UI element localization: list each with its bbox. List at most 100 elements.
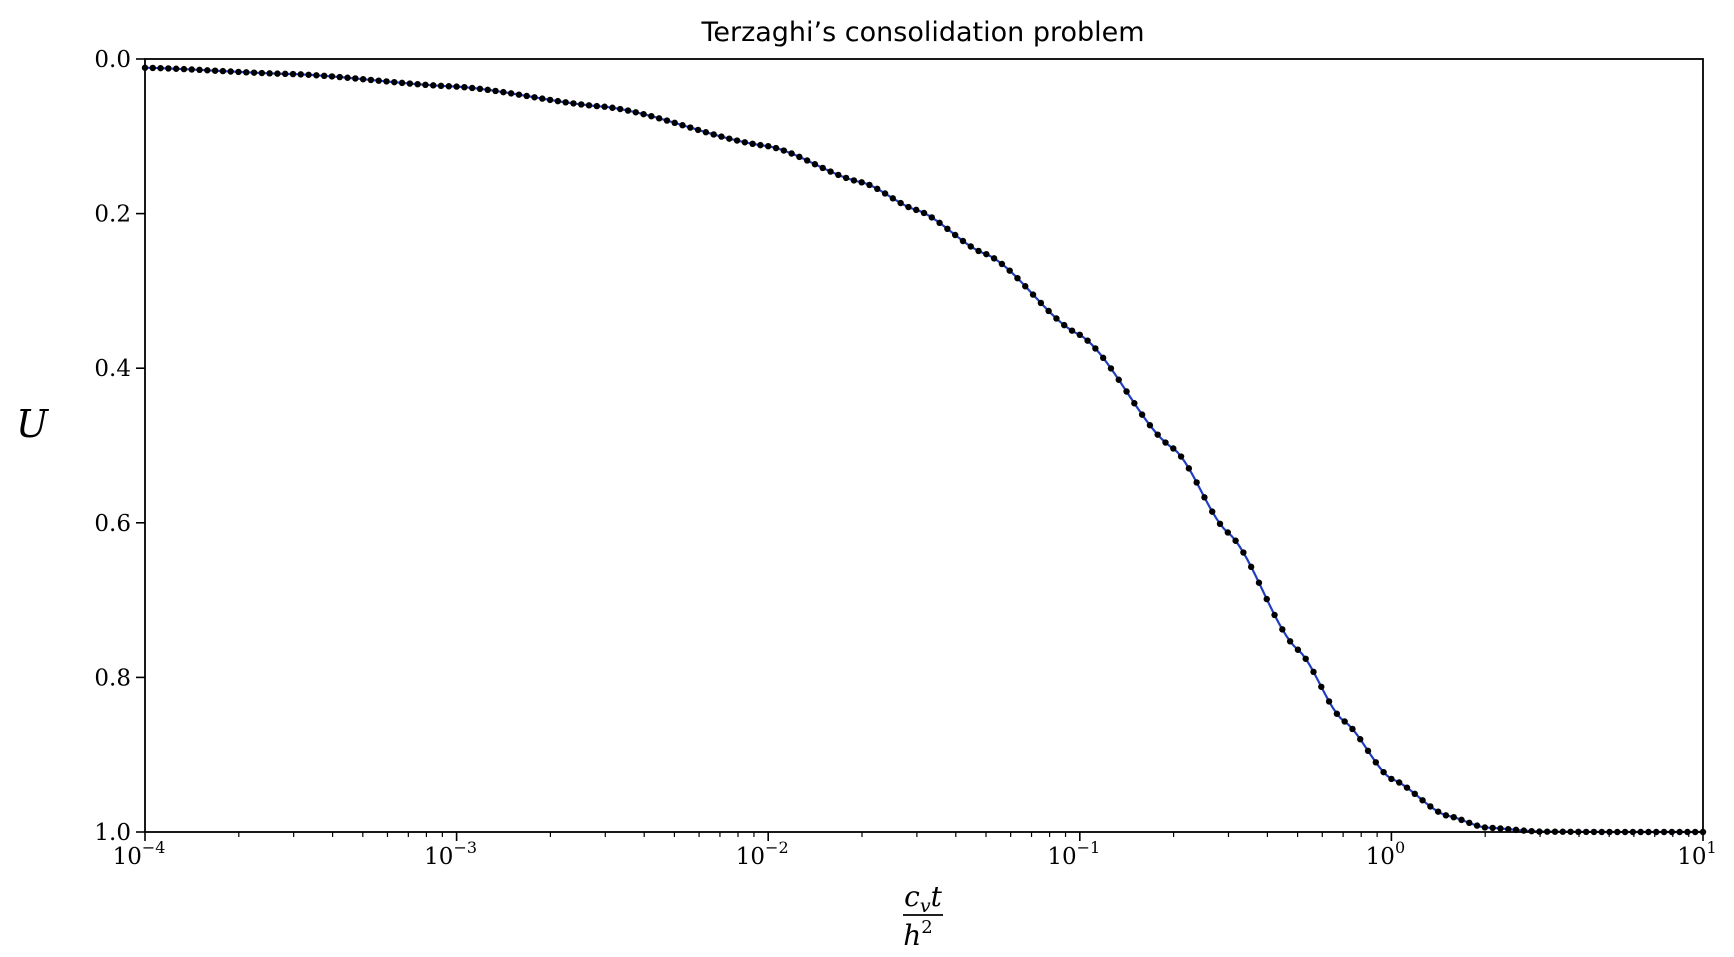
data-point [1411,790,1418,798]
data-point [913,206,920,214]
data-point [772,144,780,152]
data-point [1403,784,1411,791]
data-point [1325,698,1333,705]
data-point [1146,422,1154,429]
data-point [219,67,227,75]
data-point [1224,529,1232,536]
data-point [165,65,172,72]
data-point [1131,400,1138,407]
data-point [383,78,390,85]
data-point [1053,315,1060,322]
x-tick-label: 100 [1366,838,1405,870]
data-point [1357,736,1364,743]
y-tick-label: 0.4 [94,356,131,382]
data-point [765,142,772,150]
data-point [655,115,663,122]
data-point [1154,431,1161,438]
data-point [1247,563,1255,571]
y-axis: 0.0 0.2 0.4 0.6 0.8 1.0 [94,47,145,846]
data-point [1107,365,1115,372]
data-point [546,96,554,104]
data-point [679,122,686,129]
data-point [1349,725,1356,733]
data-point [1193,479,1200,486]
data-point [539,95,546,102]
data-point [562,99,569,106]
data-point [811,161,819,168]
data-point [531,94,538,101]
data-point [687,124,694,131]
data-point [803,157,811,164]
data-point [523,92,530,100]
data-point [578,101,585,108]
y-tick-label: 0.2 [94,202,131,228]
data-point [367,76,375,84]
data-point [835,171,842,179]
data-point [788,150,795,157]
data-point [1185,465,1193,472]
data-point [671,119,678,127]
data-point [1302,655,1309,662]
data-point [1310,668,1317,676]
data-point [1201,494,1208,501]
data-point [196,66,203,74]
data-point [305,71,312,78]
data-point [702,129,710,136]
y-tick-label: 0.6 [94,511,131,537]
x-tick-label: 10−1 [1047,838,1100,870]
data-point [554,97,562,105]
data-point [944,225,951,233]
data-point [476,85,484,93]
x-tick-label: 10−2 [736,838,789,870]
data-point [593,102,601,110]
data-point [710,131,717,138]
data-point [1099,354,1107,362]
data-point [1442,812,1450,819]
data-point [1240,549,1247,556]
svg-text:cvt: cvt [904,880,942,917]
data-point [1473,822,1481,829]
data-point [881,190,889,197]
data-point [1271,611,1278,619]
data-point [897,199,904,207]
data-point [243,69,250,76]
data-point [842,174,850,182]
data-point [749,140,756,147]
data-point [827,168,834,175]
data-point [406,80,414,87]
data-point [500,88,507,96]
data-point [819,164,826,172]
data-markers [141,64,1707,836]
data-point [858,179,865,186]
data-point [1029,291,1037,298]
data-point [959,237,967,245]
data-point [235,68,242,76]
data-point [507,90,515,97]
data-point [866,181,873,189]
data-point [570,100,577,107]
x-label-c: c [904,880,920,913]
data-point [1006,267,1013,274]
data-point [1333,710,1341,717]
data-point [1255,579,1263,586]
data-point [1318,683,1325,690]
data-point [328,73,336,80]
y-tick-label: 1.0 [94,820,131,846]
data-point [1177,453,1185,460]
data-point [928,214,935,221]
data-point [172,65,180,72]
data-point [796,153,803,161]
data-point [453,83,460,90]
data-point [757,141,764,149]
data-point [468,84,476,92]
x-axis: 10−4 10−3 10−2 10−1 100 101 [113,832,1717,870]
data-point [1123,388,1130,395]
chart-title: Terzaghi’s consolidation problem [700,17,1144,48]
data-point [422,81,429,89]
data-point [1068,327,1076,334]
data-point [1076,331,1084,339]
data-point [780,147,787,154]
data-point [1170,445,1177,452]
data-point [874,185,881,193]
data-point [1209,508,1216,515]
